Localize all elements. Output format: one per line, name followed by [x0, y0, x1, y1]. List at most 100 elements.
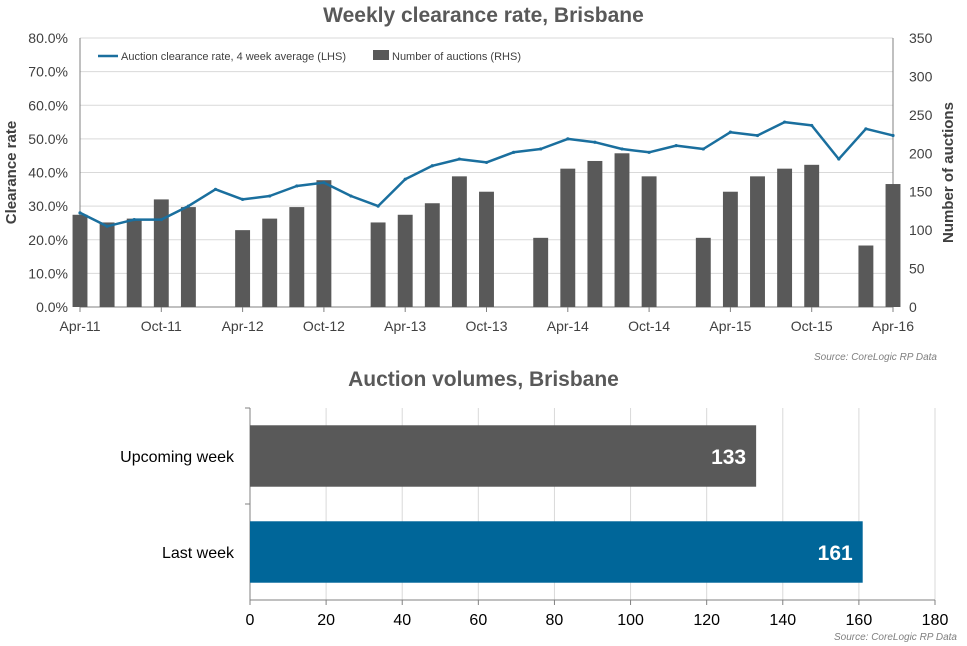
clearance-rate-point	[484, 160, 489, 165]
clearance-rate-point	[783, 120, 787, 124]
x-tick-label: Apr-12	[222, 318, 264, 334]
auction-count-bar	[99, 222, 115, 307]
auction-count-bar	[560, 168, 576, 307]
source-note-clearance: Source: CoreLogic RP Data	[813, 352, 937, 363]
auction-count-bar	[153, 199, 169, 307]
clearance-rate-chart: 0.0% 10.0% 20.0% 30.0% 40.0% 50.0% 60.0% 70.0% 8…	[3, 30, 957, 334]
x-tick-label: 40	[393, 612, 411, 629]
y-left-tick-label: 20.0%	[28, 232, 68, 248]
x-tick-label: Apr-16	[872, 318, 914, 334]
clearance-rate-point	[376, 204, 380, 208]
auction-count-bar	[722, 191, 738, 307]
clearance-rate-point	[810, 123, 814, 128]
clearance-rate-point	[268, 194, 272, 198]
y-left-tick-label: 50.0%	[28, 131, 68, 147]
clearance-rate-point	[322, 180, 326, 185]
auction-count-bar	[397, 214, 413, 307]
clearance-rate-point	[241, 197, 245, 201]
auction-count-bar	[180, 207, 196, 307]
y-right-tick-label: 300	[909, 68, 933, 84]
auction-count-bar	[479, 191, 494, 307]
x-tick-label: Oct-14	[628, 318, 670, 334]
x-tick-label: Oct-15	[791, 318, 833, 334]
auction-count-bar	[126, 218, 142, 307]
clearance-rate-point	[403, 177, 407, 181]
clearance-rate-point	[728, 130, 733, 134]
bar-value-label: 161	[818, 542, 853, 565]
y-left-tick-label: 60.0%	[28, 97, 68, 113]
clearance-rate-point	[132, 217, 136, 222]
auction-count-bar	[316, 180, 332, 307]
bar-value-label: 133	[711, 446, 746, 469]
x-tick-label: 60	[469, 612, 487, 629]
y-left-tick-label: 40.0%	[28, 165, 68, 181]
auction-count-bar	[750, 176, 765, 307]
volume-bar	[250, 425, 757, 487]
auction-count-bar	[641, 176, 657, 307]
auction-count-bar	[451, 176, 467, 307]
clearance-rate-point	[647, 150, 651, 154]
auction-count-bar	[695, 237, 711, 307]
auction-count-bar	[858, 245, 874, 307]
clearance-rate-point	[430, 164, 434, 168]
category-label: Last week	[162, 545, 235, 562]
volume-bar	[250, 521, 863, 583]
y-left-tick-label: 0.0%	[36, 299, 68, 315]
x-tick-label: Oct-12	[303, 318, 345, 334]
y-left-axis-title: Clearance rate	[3, 121, 20, 224]
x-tick-label: Apr-13	[384, 318, 426, 334]
source-note-volumes: Source: CoreLogic RP Data	[833, 632, 957, 643]
x-tick-label: 180	[922, 612, 949, 629]
y-right-axis-title: Number of auctions	[940, 102, 957, 243]
clearance-rate-point	[566, 137, 570, 141]
clearance-rate-point	[837, 157, 841, 161]
x-tick-label: Apr-15	[709, 318, 751, 334]
auction-count-bar	[533, 237, 549, 307]
clearance-rate-point	[511, 150, 516, 154]
x-tick-label: 120	[693, 612, 720, 629]
y-left-tick-label: 70.0%	[28, 64, 68, 80]
clearance-rate-point	[349, 194, 353, 198]
clearance-rate-point	[78, 211, 82, 215]
auction-count-bar	[289, 207, 305, 307]
y-right-tick-label: 250	[909, 107, 933, 123]
x-tick-label: 20	[317, 612, 335, 629]
clearance-rate-point	[539, 147, 543, 151]
auction-count-bar	[424, 203, 440, 307]
legend-bar-swatch	[373, 50, 389, 60]
y-right-tick-label: 350	[909, 30, 933, 46]
clearance-rate-point	[186, 204, 190, 208]
clearance-rate-point	[701, 147, 705, 151]
auction-count-bar	[614, 153, 630, 307]
clearance-rate-point	[457, 157, 461, 161]
auction-count-bar	[235, 230, 251, 307]
clearance-rate-point	[159, 217, 163, 222]
x-tick-label: 100	[617, 612, 644, 629]
clearance-rate-point	[295, 184, 299, 188]
clearance-rate-point	[674, 144, 678, 148]
y-right-tick-label: 150	[909, 184, 933, 200]
x-tick-label: Apr-14	[547, 318, 589, 334]
clearance-rate-point	[620, 147, 624, 151]
legend-label-clearance: Auction clearance rate, 4 week average (…	[121, 51, 346, 63]
clearance-rate-point	[864, 127, 868, 131]
y-right-tick-label: 200	[909, 145, 933, 161]
x-tick-label: 80	[546, 612, 564, 629]
x-tick-label: 160	[846, 612, 873, 629]
x-tick-label: Oct-11	[141, 318, 182, 334]
y-left-tick-label: 80.0%	[28, 30, 68, 46]
legend-label-auctions: Number of auctions (RHS)	[392, 51, 521, 63]
auction-count-bar	[72, 214, 88, 307]
clearance-rate-point	[213, 187, 218, 191]
auction-count-bar	[777, 168, 793, 307]
auction-count-bar	[804, 164, 820, 307]
chart-title-auction-volumes: Auction volumes, Brisbane	[348, 368, 619, 391]
auction-count-bar	[370, 222, 386, 307]
auction-count-bar	[587, 160, 603, 307]
y-right-tick-label: 50	[909, 261, 925, 277]
x-tick-label: 140	[769, 612, 796, 629]
category-label: Upcoming week	[120, 449, 235, 466]
y-left-tick-label: 30.0%	[28, 198, 68, 214]
chart-title-clearance-rate: Weekly clearance rate, Brisbane	[323, 4, 644, 27]
